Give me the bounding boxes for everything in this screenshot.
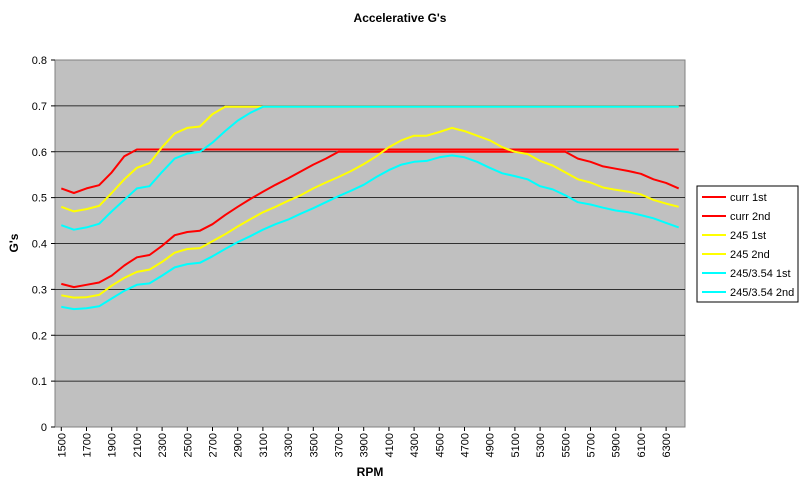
x-tick-label: 6300 xyxy=(661,433,673,457)
x-tick-label: 2700 xyxy=(208,433,220,457)
legend-label: curr 2nd xyxy=(730,211,770,223)
x-tick-label: 2900 xyxy=(233,433,245,457)
legend-label: curr 1st xyxy=(730,192,767,204)
series-lines xyxy=(60,105,680,311)
legend-label: 245/3.54 1st xyxy=(730,268,791,280)
y-tick-label: 0 xyxy=(41,422,47,434)
x-tick-label: 2100 xyxy=(132,433,144,457)
x-tick-label: 1500 xyxy=(56,433,68,457)
x-tick-label: 2300 xyxy=(157,433,169,457)
series-line-curr-2nd xyxy=(61,150,680,289)
y-tick-label: 0.4 xyxy=(32,239,47,251)
x-tick-label: 1700 xyxy=(82,433,94,457)
y-tick-label: 0.7 xyxy=(32,101,47,113)
x-tick-label: 4100 xyxy=(384,433,396,457)
y-tick-label: 0.6 xyxy=(32,147,47,159)
x-tick-label: 3900 xyxy=(359,433,371,457)
legend-box xyxy=(696,185,799,303)
x-tick-label: 5100 xyxy=(510,433,522,457)
x-tick-label: 4900 xyxy=(485,433,497,457)
series-line-245-2nd xyxy=(61,126,679,299)
y-tick-label: 0.8 xyxy=(32,55,47,67)
x-tick-label: 5700 xyxy=(586,433,598,457)
x-axis-title: RPM xyxy=(357,465,384,479)
y-axis-title: G's xyxy=(7,233,21,252)
chart-title: Accelerative G's xyxy=(354,11,447,25)
y-axis-tick-labels: 0 0.1 0.2 0.3 0.4 0.5 0.6 0.7 0.8 xyxy=(32,55,47,434)
legend: curr 1st curr 2nd 245 1st 245 2nd 245/3.54 1… xyxy=(696,185,799,303)
x-tick-label: 1900 xyxy=(107,433,119,457)
x-tick-label: 4300 xyxy=(409,433,421,457)
y-tick-label: 0.5 xyxy=(32,193,47,205)
x-tick-label: 5300 xyxy=(535,433,547,457)
y-tick-label: 0.3 xyxy=(32,284,47,296)
legend-label: 245 1st xyxy=(730,230,766,242)
x-axis-tick-labels: 1500 1700 1900 2100 2300 2500 2700 2900 3100 3300… xyxy=(56,433,673,457)
series-line-245-3-54-2nd xyxy=(61,154,680,311)
series-line-245-3-54-1st xyxy=(60,105,679,231)
y-tick-label: 0.1 xyxy=(32,376,47,388)
x-tick-label: 2500 xyxy=(182,433,194,457)
x-tick-label: 5900 xyxy=(611,433,623,457)
legend-label: 245 2nd xyxy=(730,249,770,261)
legend-label: 245/3.54 2nd xyxy=(730,287,794,299)
x-tick-label: 3500 xyxy=(308,433,320,457)
x-tick-label: 5500 xyxy=(560,433,572,457)
x-tick-label: 4500 xyxy=(434,433,446,457)
x-tick-label: 3100 xyxy=(258,433,270,457)
series-line-curr-1st xyxy=(60,148,679,194)
x-tick-label: 4700 xyxy=(460,433,472,457)
x-tick-label: 6100 xyxy=(636,433,648,457)
x-tick-label: 3700 xyxy=(334,433,346,457)
y-tick-label: 0.2 xyxy=(32,330,47,342)
x-tick-label: 3300 xyxy=(283,433,295,457)
